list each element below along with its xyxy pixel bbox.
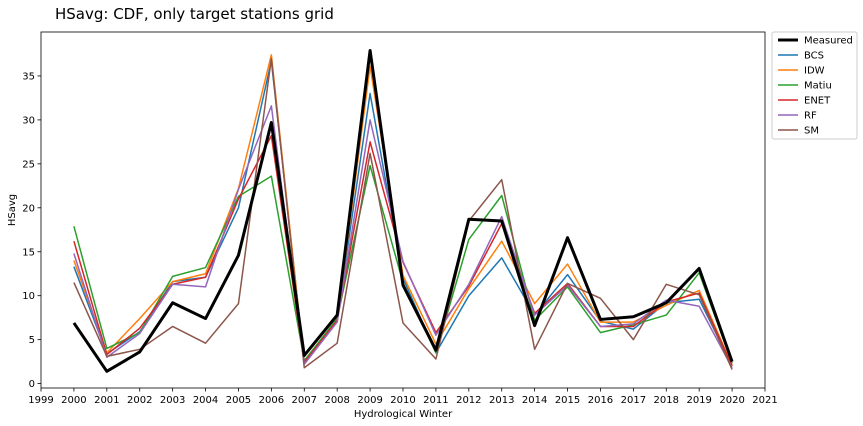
x-tick-label: 2005 <box>226 395 251 406</box>
series-line-matiu <box>73 164 733 364</box>
x-tick-label: 2012 <box>456 395 481 406</box>
x-tick-label: 2000 <box>61 395 86 406</box>
legend-label-bcs: BCS <box>804 51 824 62</box>
x-tick-label: 2016 <box>588 395 613 406</box>
y-tick-label: 0 <box>29 379 35 390</box>
y-tick-label: 25 <box>22 159 35 170</box>
legend-frame <box>771 31 858 140</box>
x-tick-label: 2014 <box>522 395 547 406</box>
legend-label-enet: ENET <box>804 96 831 107</box>
series-line-measured <box>72 48 734 373</box>
x-tick-label: 2003 <box>160 395 185 406</box>
chart-title: HSavg: CDF, only target stations grid <box>55 5 334 23</box>
y-tick-label: 30 <box>22 115 35 126</box>
y-tick-label: 35 <box>22 71 35 82</box>
x-tick-label: 2015 <box>555 395 580 406</box>
y-tick-label: 10 <box>22 291 35 302</box>
series-layer <box>72 48 734 373</box>
y-tick-label: 5 <box>29 335 35 346</box>
x-tick-label: 2002 <box>127 395 152 406</box>
x-tick-label: 2011 <box>423 395 448 406</box>
x-tick-label: 2013 <box>489 395 514 406</box>
x-tick-label: 2021 <box>752 395 777 406</box>
y-tick-label: 20 <box>22 203 35 214</box>
y-tick-label: 15 <box>22 247 35 258</box>
x-tick-label: 2009 <box>357 395 382 406</box>
x-tick-label: 2020 <box>719 395 744 406</box>
series-line-idw <box>73 54 733 366</box>
x-axis-label: Hydrological Winter <box>354 409 453 420</box>
y-axis-label: HSavg <box>7 194 18 226</box>
x-tick-label: 2008 <box>324 395 349 406</box>
legend-label-rf: RF <box>804 111 817 122</box>
series-line-enet <box>73 134 733 367</box>
x-tick-label: 2001 <box>94 395 119 406</box>
legend-label-measured: Measured <box>804 36 853 47</box>
legend-label-idw: IDW <box>804 66 825 77</box>
legend-label-matiu: Matiu <box>804 81 832 92</box>
x-tick-label: 1999 <box>28 395 53 406</box>
x-tick-label: 2010 <box>390 395 415 406</box>
x-tick-label: 2018 <box>654 395 679 406</box>
series-line-sm <box>73 57 733 370</box>
x-tick-label: 2006 <box>259 395 284 406</box>
x-tick-label: 2007 <box>292 395 317 406</box>
y-axis: 0 5 10 15 20 25 30 35 <box>22 71 41 390</box>
legend-label-sm: SM <box>804 126 819 137</box>
x-tick-label: 2004 <box>193 395 218 406</box>
x-tick-label: 2019 <box>686 395 711 406</box>
x-axis: 1999 2000 2001 2002 2003 2004 2005 2006 2007 2008… <box>28 388 778 406</box>
legend: Measured BCS IDW Matiu ENET RF SM <box>771 31 858 140</box>
x-tick-label: 2017 <box>621 395 646 406</box>
